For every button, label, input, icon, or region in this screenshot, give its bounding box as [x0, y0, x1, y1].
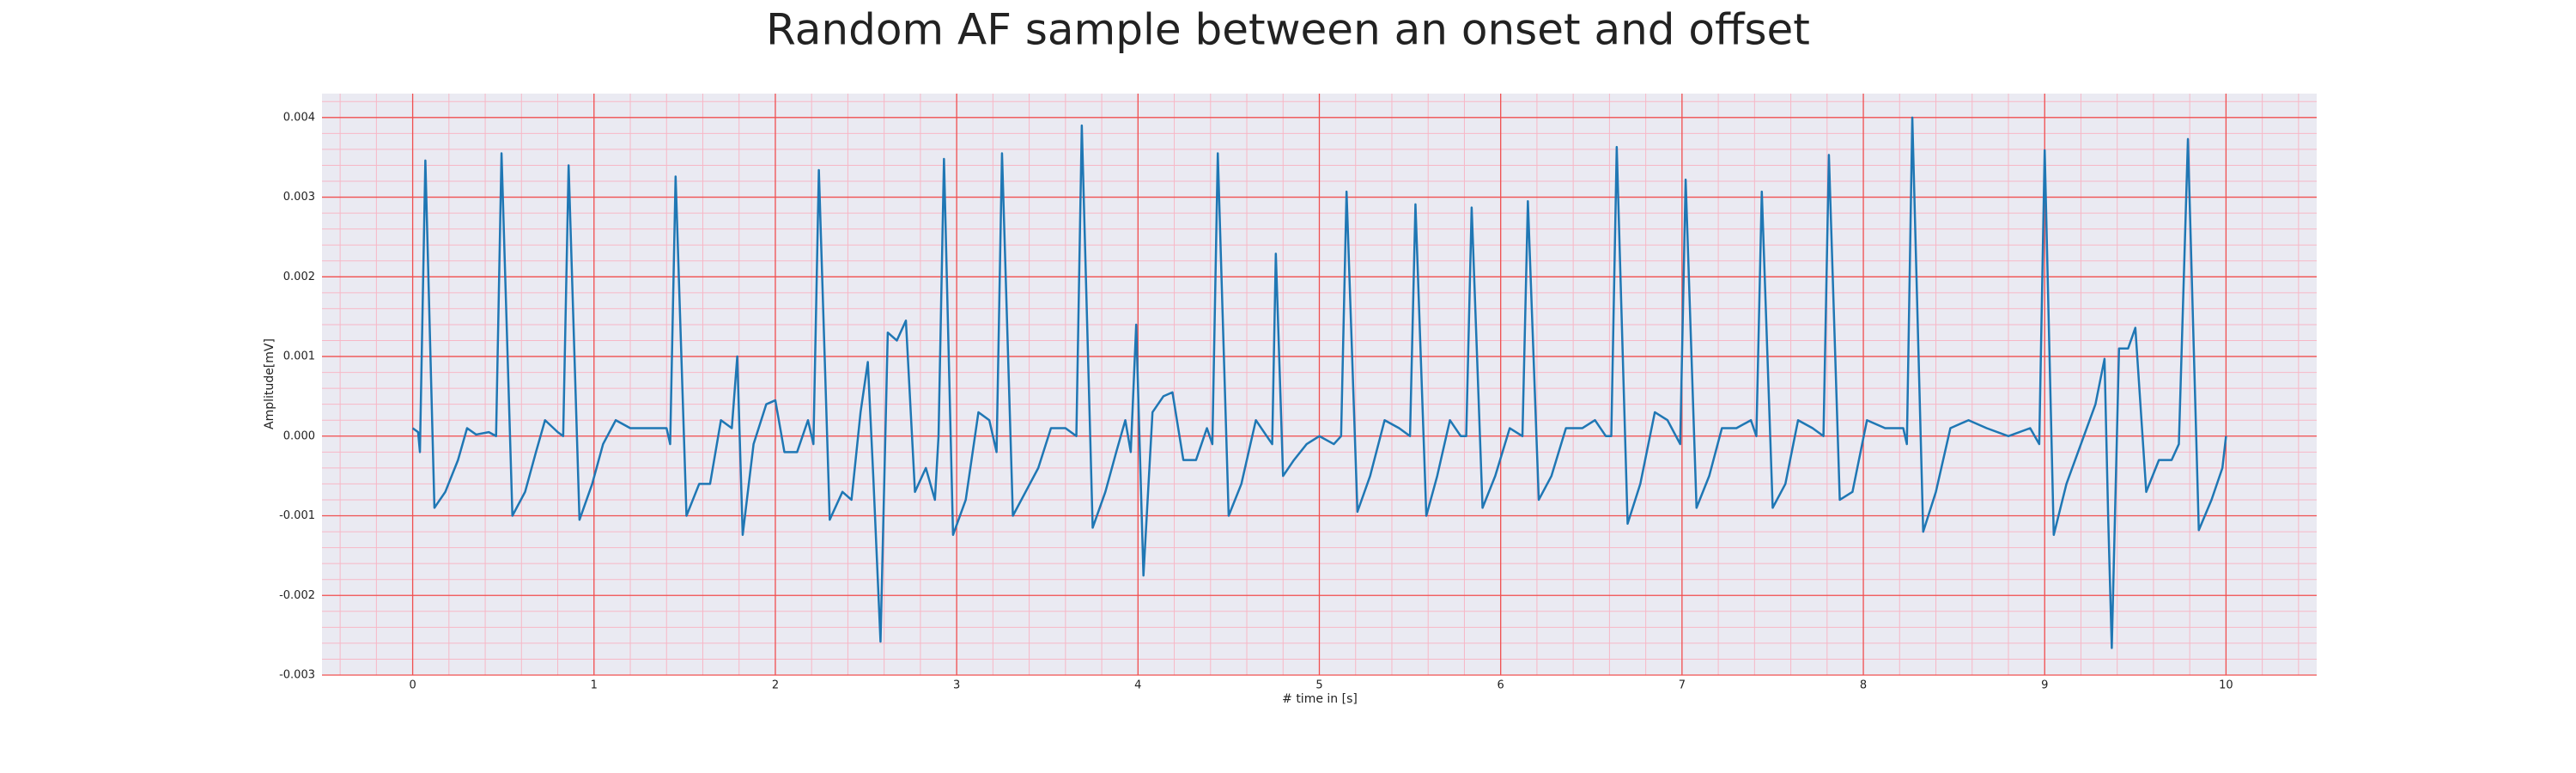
y-axis-label: Amplitude[mV] [263, 338, 276, 429]
y-tick-label: 0.003 [283, 191, 315, 204]
x-tick-label: 3 [953, 679, 960, 692]
x-tick-label: 1 [591, 679, 598, 692]
y-tick-label: 0.000 [283, 429, 315, 442]
x-tick-label: 10 [2219, 679, 2233, 692]
x-tick-label: 0 [409, 679, 416, 692]
y-tick-label: -0.001 [279, 509, 315, 522]
chart-title: Random AF sample between an onset and of… [766, 5, 1810, 55]
y-tick-label: -0.002 [279, 589, 315, 602]
y-tick-label: 0.001 [283, 350, 315, 363]
y-tick-label: 0.002 [283, 271, 315, 283]
x-tick-label: 9 [2041, 679, 2048, 692]
x-tick-label: 6 [1498, 679, 1504, 692]
y-tick-label: -0.003 [279, 669, 315, 682]
x-tick-label: 5 [1315, 679, 1322, 692]
x-axis-label: # time in [s] [1282, 692, 1358, 706]
x-tick-label: 4 [1134, 679, 1141, 692]
x-tick-label: 8 [1860, 679, 1867, 692]
ecg-line [411, 116, 2227, 649]
x-tick-label: 2 [772, 679, 779, 692]
x-tick-label: 7 [1679, 679, 1686, 692]
y-tick-label: 0.004 [283, 111, 315, 124]
